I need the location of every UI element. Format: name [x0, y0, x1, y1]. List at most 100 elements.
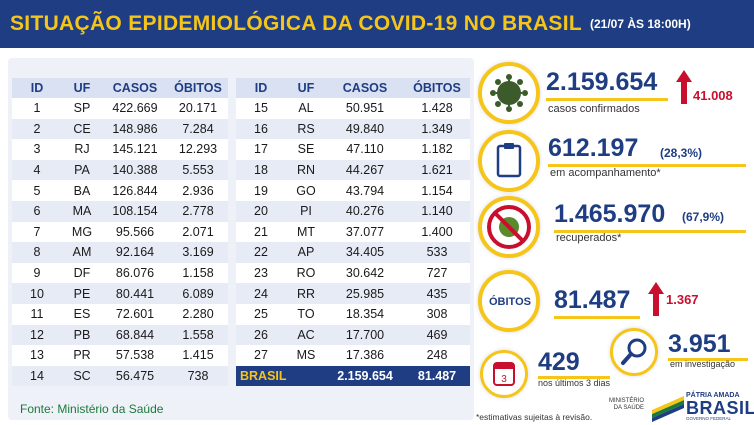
cell-obitos: 1.558 — [168, 324, 228, 346]
cell-uf: RN — [286, 159, 326, 181]
deaths-value: 81.487 — [554, 286, 631, 314]
table-row: 27 MS 17.386 248 — [236, 345, 470, 366]
cell-id: 1 — [12, 98, 62, 119]
cell-obitos: 1.621 — [404, 159, 470, 181]
cell-id: 24 — [236, 283, 286, 304]
monitoring-value: 612.197 — [548, 134, 639, 162]
cell-casos: 86.076 — [102, 262, 168, 284]
investigation-value: 3.951 — [668, 330, 731, 358]
up-arrow-icon — [648, 282, 664, 316]
cell-obitos: 2.071 — [168, 221, 228, 243]
cell-uf: MT — [286, 221, 326, 243]
cell-obitos: 435 — [404, 283, 470, 304]
virus-icon — [478, 62, 540, 124]
cell-casos: 49.840 — [326, 118, 404, 140]
cell-casos: 80.441 — [102, 283, 168, 304]
cell-obitos: 738 — [168, 365, 228, 387]
brand-brasil: BRASIL — [686, 398, 754, 418]
cell-obitos: 469 — [404, 324, 470, 346]
cell-casos: 18.354 — [326, 303, 404, 325]
confirmed-delta: 41.008 — [693, 88, 733, 103]
cell-casos: 40.276 — [326, 200, 404, 222]
brand-governo: GOVERNO FEDERAL — [686, 416, 732, 421]
deaths-label: ÓBITOS — [489, 296, 531, 308]
deaths-badge — [478, 270, 540, 332]
cell-uf: MG — [62, 221, 102, 243]
table-row: 25 TO 18.354 308 — [236, 303, 470, 325]
monitoring-caption: em acompanhamento* — [550, 167, 661, 179]
ministerio-logo-text: MINISTÉRIO DA SAÚDE — [608, 398, 644, 411]
col-uf: UF — [62, 78, 102, 98]
cell-casos: 17.386 — [326, 345, 404, 366]
cell-obitos: 1.154 — [404, 180, 470, 201]
confirmed-caption: casos confirmados — [548, 103, 640, 115]
cell-casos: 148.986 — [102, 118, 168, 140]
cell-casos: 17.700 — [326, 324, 404, 346]
cell-uf: PA — [62, 159, 102, 181]
cell-casos: 43.794 — [326, 180, 404, 201]
calendar-icon: 3 — [480, 350, 528, 398]
table-row: 4 PA 140.388 5.553 — [12, 159, 228, 181]
last3days-caption: nos últimos 3 dias — [538, 378, 611, 388]
investigation-caption: em investigação — [670, 359, 736, 369]
cell-uf: PB — [62, 324, 102, 346]
cell-obitos: 5.553 — [168, 159, 228, 181]
table-row: 14 SC 56.475 738 — [12, 365, 228, 387]
deaths-delta: 1.367 — [666, 292, 699, 307]
table-row: 22 AP 34.405 533 — [236, 242, 470, 263]
cell-casos: 44.267 — [326, 159, 404, 181]
cell-obitos: 1.415 — [168, 345, 228, 366]
cell-uf: RS — [286, 118, 326, 140]
cell-obitos: 727 — [404, 262, 470, 284]
cell-obitos: 1.140 — [404, 200, 470, 222]
cell-id: 15 — [236, 98, 286, 119]
cell-casos: 37.077 — [326, 221, 404, 243]
cell-id: 18 — [236, 159, 286, 181]
cell-obitos: 2.778 — [168, 200, 228, 222]
cell-uf: RJ — [62, 139, 102, 160]
monitoring-underline — [548, 164, 746, 167]
last3days-underline — [538, 376, 610, 379]
col-obitos: ÓBITOS — [404, 78, 470, 98]
cell-uf: GO — [286, 180, 326, 201]
col-id: ID — [236, 78, 286, 98]
cell-obitos: 1.158 — [168, 262, 228, 284]
total-deaths: 81.487 — [404, 365, 470, 387]
investigation-underline — [668, 358, 748, 361]
cell-id: 16 — [236, 118, 286, 140]
cell-uf: SC — [62, 365, 102, 387]
government-logo: PÁTRIA AMADA BRASIL GOVERNO FEDERAL — [652, 392, 754, 422]
cell-uf: SE — [286, 139, 326, 160]
confirmed-value: 2.159.654 — [546, 68, 658, 96]
deaths-underline — [554, 316, 640, 319]
cell-uf: BA — [62, 180, 102, 201]
table-row: 8 AM 92.164 3.169 — [12, 242, 228, 263]
cell-uf: RO — [286, 262, 326, 284]
last3days-value: 429 — [538, 348, 580, 376]
col-casos: CASOS — [102, 78, 168, 98]
cell-obitos: 20.171 — [168, 98, 228, 119]
table-row: 5 BA 126.844 2.936 — [12, 180, 228, 201]
cell-id: 10 — [12, 283, 62, 304]
source-note: Fonte: Ministério da Saúde — [20, 402, 164, 416]
cell-id: 13 — [12, 345, 62, 366]
total-row: BRASIL 2.159.654 81.487 — [236, 365, 470, 387]
cell-id: 7 — [12, 221, 62, 243]
cell-obitos: 308 — [404, 303, 470, 325]
no-virus-icon — [478, 196, 540, 258]
table-row: 26 AC 17.700 469 — [236, 324, 470, 346]
cell-id: 2 — [12, 118, 62, 140]
cell-casos: 422.669 — [102, 98, 168, 119]
cell-id: 17 — [236, 139, 286, 160]
brand-patria: PÁTRIA AMADA — [686, 392, 740, 399]
table-row: 11 ES 72.601 2.280 — [12, 303, 228, 325]
cell-uf: MS — [286, 345, 326, 366]
cell-uf: AP — [286, 242, 326, 263]
cell-casos: 57.538 — [102, 345, 168, 366]
cell-uf: PE — [62, 283, 102, 304]
header-bar: SITUAÇÃO EPIDEMIOLÓGICA DA COVID-19 NO B… — [0, 0, 754, 48]
table-row: 9 DF 86.076 1.158 — [12, 262, 228, 284]
states-table-right: ID UF CASOS ÓBITOS 15 AL 50.951 1.428 16 RS 49… — [236, 78, 470, 387]
cell-id: 6 — [12, 200, 62, 222]
col-casos: CASOS — [326, 78, 404, 98]
